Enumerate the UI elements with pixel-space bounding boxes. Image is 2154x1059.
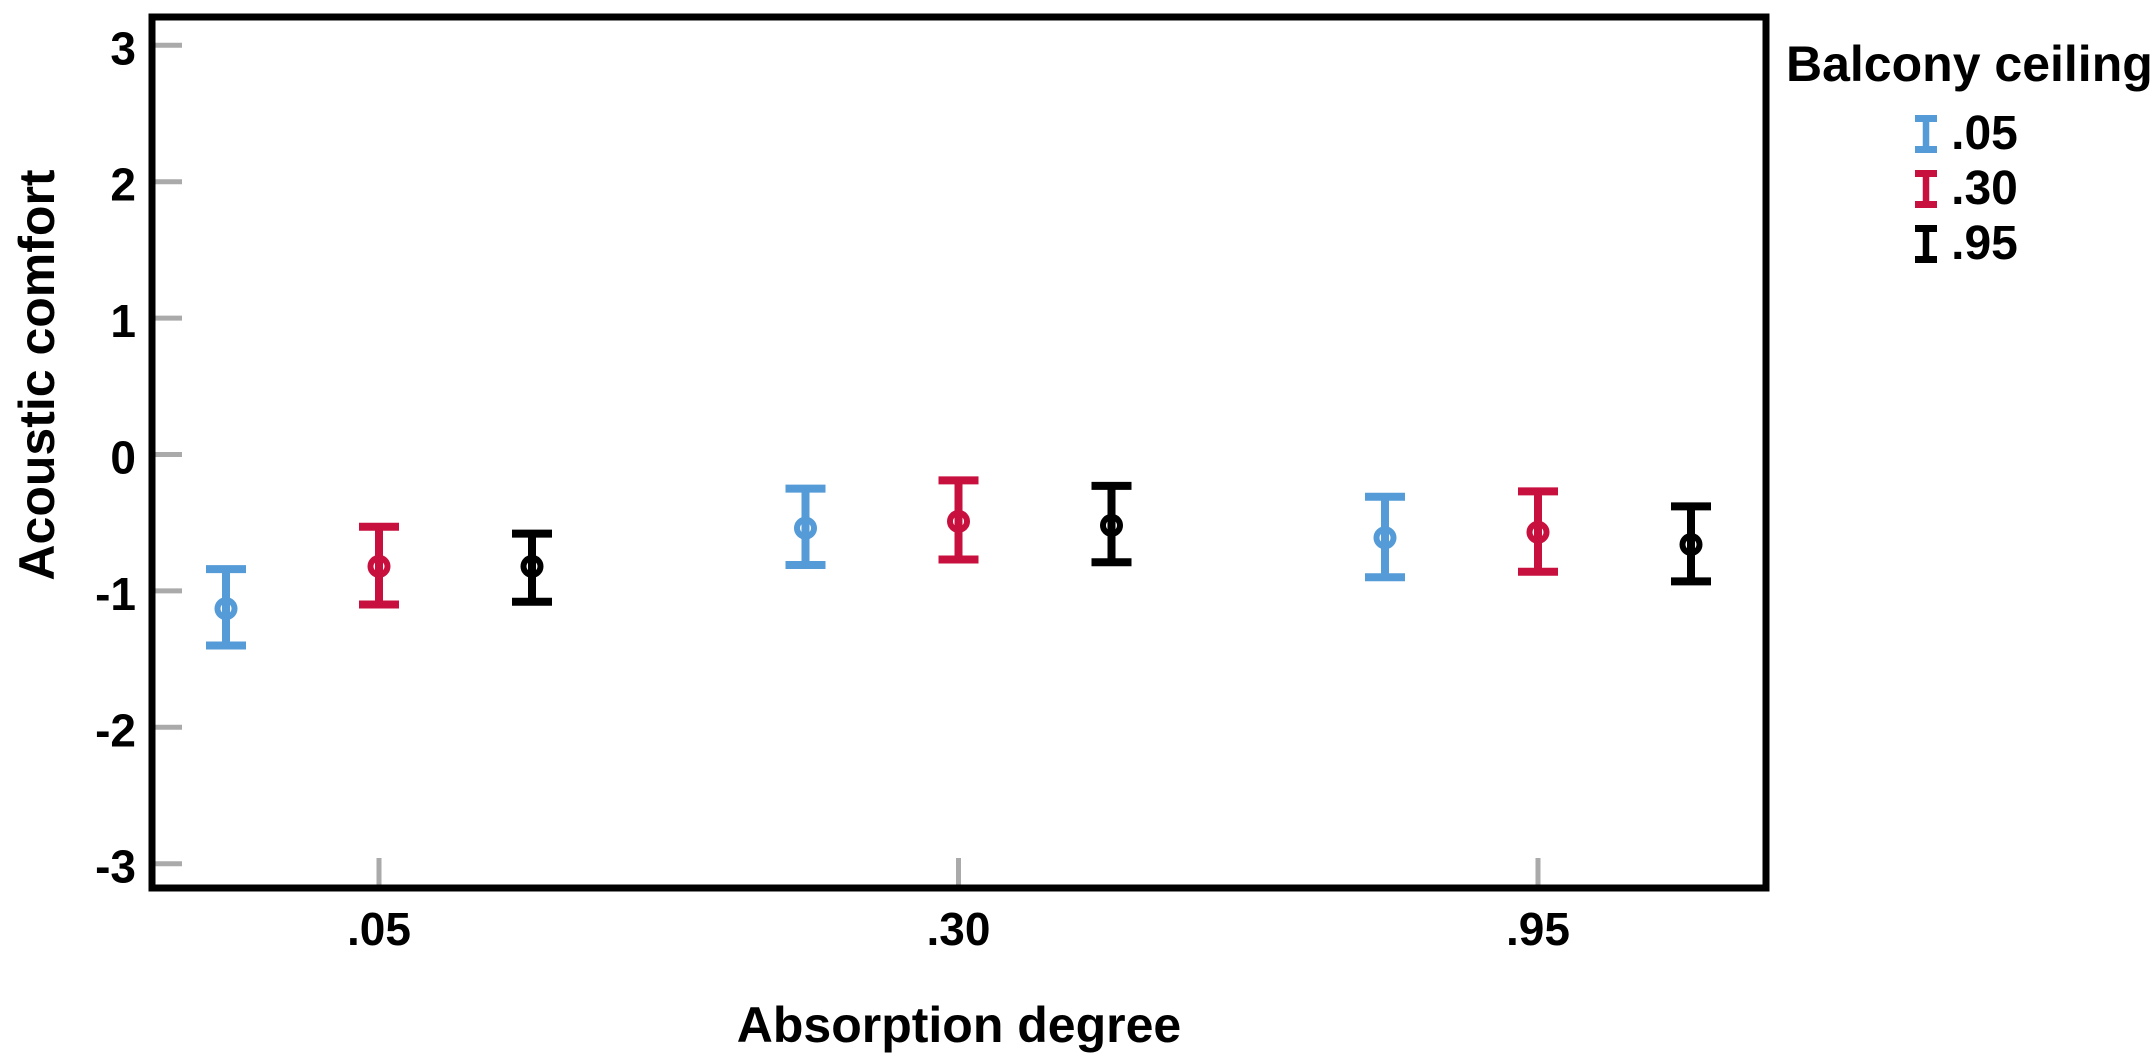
error-bar-glyph-icon bbox=[1915, 115, 1938, 153]
error-bar bbox=[1091, 481, 1132, 567]
x-axis-title: Absorption degree bbox=[736, 997, 1182, 1053]
y-tick-label: -1 bbox=[95, 568, 136, 620]
y-tick-label: -3 bbox=[95, 841, 136, 893]
error-bar bbox=[512, 529, 552, 606]
mean-marker bbox=[1526, 520, 1550, 544]
mean-marker bbox=[367, 554, 391, 578]
legend-item: .95 bbox=[1786, 217, 2146, 272]
legend-title: Balcony ceiling bbox=[1786, 36, 2153, 92]
error-bar-glyph-icon bbox=[1915, 225, 1938, 263]
plot-frame bbox=[148, 13, 1770, 892]
mean-marker bbox=[520, 554, 544, 578]
mean-marker bbox=[947, 509, 970, 533]
error-bar bbox=[1365, 492, 1405, 582]
legend-item: .30 bbox=[1786, 162, 2146, 217]
y-tick-label: 3 bbox=[110, 22, 136, 74]
legend-item: .05 bbox=[1786, 107, 2146, 162]
y-axis-title: Acoustic comfort bbox=[9, 169, 65, 581]
error-bar bbox=[206, 565, 246, 650]
legend-items: .05.30.95 bbox=[1786, 107, 2146, 272]
x-tick-label: .05 bbox=[347, 903, 411, 955]
y-tick-label: -2 bbox=[95, 704, 136, 756]
error-bar bbox=[359, 522, 399, 609]
error-bar bbox=[1671, 502, 1711, 586]
error-bar-glyph-icon bbox=[1915, 170, 1938, 208]
mean-marker bbox=[1373, 526, 1397, 550]
legend-item-label: .95 bbox=[1951, 217, 2018, 270]
legend: Balcony ceiling .05.30.95 bbox=[1786, 36, 2153, 272]
error-bar bbox=[1518, 487, 1558, 576]
x-tick-label: .30 bbox=[927, 903, 991, 955]
x-tick-label: .95 bbox=[1506, 903, 1570, 955]
mean-marker bbox=[1679, 533, 1703, 557]
mean-marker bbox=[794, 516, 817, 540]
y-tick-label: 2 bbox=[110, 159, 136, 211]
y-tick-label: 0 bbox=[110, 432, 136, 484]
error-bar bbox=[785, 484, 826, 569]
y-tick-label: 1 bbox=[110, 295, 136, 347]
mean-marker bbox=[214, 597, 238, 621]
error-bar bbox=[938, 476, 979, 564]
legend-item-label: .30 bbox=[1951, 162, 2018, 215]
legend-item-label: .05 bbox=[1951, 107, 2018, 160]
mean-marker bbox=[1100, 513, 1123, 537]
